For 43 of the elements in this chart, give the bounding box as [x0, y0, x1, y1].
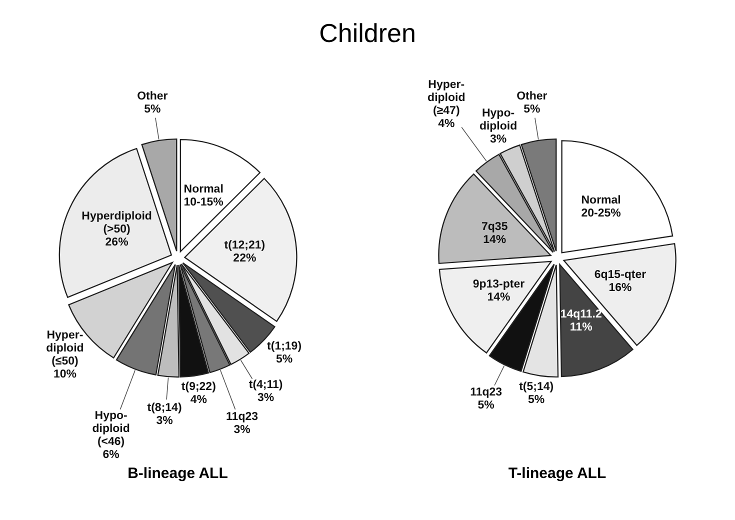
slice-label: t(4;11) — [248, 379, 283, 392]
slice-label: 6q15-qter — [594, 268, 647, 281]
text: B-lineage ALL — [128, 465, 228, 482]
data-label: 5% — [144, 103, 161, 116]
data-label: 11% — [570, 321, 592, 334]
data-label: 10% — [53, 368, 76, 380]
slice-label: 11q23 — [470, 386, 502, 398]
slice-label: Hypo- diploid (<46) — [92, 410, 130, 448]
data-label: 5% — [524, 103, 540, 116]
data-label: 4% — [190, 394, 207, 406]
data-label: 26% — [105, 236, 128, 249]
text: Children — [319, 18, 416, 48]
data-label: 16% — [608, 282, 632, 294]
slice-label: t(9;22) — [181, 381, 216, 394]
slice-label: t(12;21) — [224, 240, 266, 252]
slice-label: 11q23 — [226, 410, 258, 423]
slice-label: Hypo- diploid — [479, 107, 518, 132]
data-label: 6% — [102, 449, 120, 462]
data-label: 5% — [528, 394, 545, 406]
slice-label: t(5;14) — [519, 381, 554, 394]
slice-label: 7q35 — [482, 221, 508, 234]
text: T-lineage ALL — [508, 465, 606, 482]
data-label: 14% — [487, 292, 510, 304]
slice-label: Hyper- diploid (≥47) — [428, 79, 466, 118]
slice-label: Hyper- diploid (≤50) — [46, 329, 84, 368]
data-label: 14% — [483, 234, 506, 246]
slice-label: t(8;14) — [147, 402, 182, 414]
data-label: 4% — [438, 118, 455, 130]
slice-label: 9p13-pter — [472, 278, 526, 291]
data-label: 5% — [478, 399, 494, 412]
slice-label: Hyperdiploid (>50) — [82, 210, 152, 236]
data-label: 3% — [258, 392, 274, 404]
slice-label: Normal 10-15% — [184, 183, 224, 208]
slice-label: Other — [137, 90, 168, 102]
slice-label: t(1;19) — [267, 340, 302, 352]
data-label: 5% — [276, 353, 293, 366]
slice-label: 14q11.2 — [560, 308, 602, 320]
data-label: 22% — [233, 252, 256, 265]
slice-label: Normal 20-25% — [581, 194, 621, 220]
slice-label: Other — [516, 90, 548, 102]
data-label: 3% — [234, 424, 250, 436]
data-label: 3% — [490, 133, 507, 146]
data-label: 3% — [156, 415, 173, 428]
